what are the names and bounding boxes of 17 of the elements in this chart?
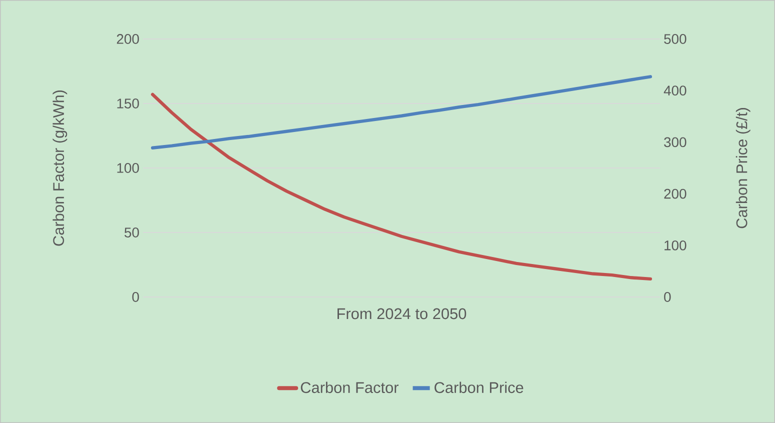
y-tick-label: 200: [116, 34, 139, 44]
y-tick-label: 50: [124, 228, 139, 238]
y2-tick-label: 500: [664, 34, 686, 44]
y2-axis-title: Carbon Price (£/t): [736, 108, 750, 228]
y-tick-label: 150: [117, 98, 139, 108]
y2-tick-label: 400: [664, 86, 686, 96]
y2-tick-label: 200: [664, 188, 686, 199]
y-tick-label: 0: [132, 292, 139, 302]
legend-label: Carbon Price: [434, 382, 524, 394]
y-axis-title: Carbon Factor (g/kWh): [52, 90, 68, 246]
x-axis-title: From 2024 to 2050: [338, 308, 466, 320]
y-tick-label: 100: [117, 163, 139, 173]
legend-label: Carbon Factor: [300, 382, 399, 394]
y2-tick-label: 300: [664, 137, 686, 148]
y2-tick-label: 0: [664, 292, 671, 302]
line-series: [150, 75, 652, 150]
y2-tick-label: 100: [664, 240, 686, 250]
